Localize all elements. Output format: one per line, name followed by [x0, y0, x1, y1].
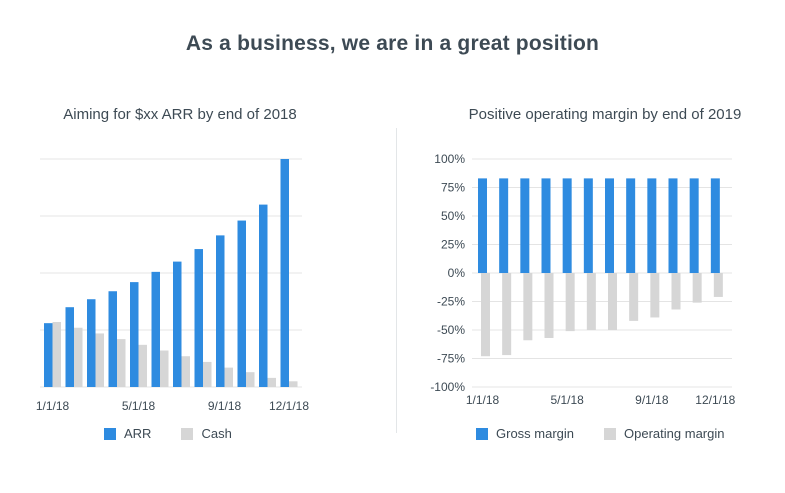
legend-swatch-operating-margin [604, 427, 617, 440]
legend-item-arr: ARR [104, 426, 151, 441]
arr-bar [151, 271, 160, 387]
x-tick-label-right: 1/1/18 [466, 393, 500, 407]
legend-swatch-arr [104, 427, 116, 440]
x-tick-label-right: 12/1/18 [695, 393, 735, 407]
arr-bar [216, 235, 225, 387]
gross-margin-bar [689, 178, 699, 273]
left-legend: ARR Cash [104, 426, 262, 441]
x-tick-label-left: 9/1/18 [208, 399, 242, 413]
arr-bar [259, 204, 268, 387]
cash-bar [138, 344, 147, 387]
cash-bar [267, 377, 276, 387]
operating-margin-bar [481, 273, 490, 357]
operating-margin-bar [608, 273, 617, 330]
legend-item-gross-margin: Gross margin [476, 426, 574, 441]
legend-item-operating-margin: Operating margin [604, 426, 724, 441]
operating-margin-bar [544, 273, 554, 338]
arr-bar [65, 307, 74, 387]
x-tick-label-right: 9/1/18 [635, 393, 669, 407]
arr-bar [173, 261, 182, 387]
right-legend: Gross margin Operating margin [476, 426, 754, 441]
operating-margin-bar [713, 273, 723, 297]
legend-label-cash: Cash [201, 426, 232, 441]
gross-margin-bar [710, 178, 720, 273]
operating-margin-bar [565, 273, 575, 332]
y-tick-label-right: -50% [437, 323, 465, 337]
chart-divider [396, 128, 397, 433]
operating-margin-bar [650, 273, 660, 318]
y-tick-label-right: 75% [441, 181, 465, 195]
legend-item-cash: Cash [181, 426, 232, 441]
gross-margin-bar [668, 178, 678, 273]
y-tick-label-right: -75% [437, 352, 465, 366]
x-tick-label-left: 1/1/18 [36, 399, 70, 413]
gross-margin-bar [520, 178, 530, 273]
arr-bar [130, 282, 139, 387]
y-tick-label-right: 0% [448, 266, 466, 280]
page-title: As a business, we are in a great positio… [185, 32, 600, 55]
x-tick-label-right: 5/1/18 [550, 393, 584, 407]
cash-bar [160, 350, 169, 387]
arr-bar [44, 323, 53, 387]
operating-margin-bar [523, 273, 533, 341]
y-tick-label-right: 50% [441, 209, 465, 223]
left-chart-title: Aiming for $xx ARR by end of 2018 [63, 106, 297, 123]
gross-margin-bar [499, 178, 509, 273]
gross-margin-bar [562, 178, 572, 273]
y-tick-label-right: 25% [441, 238, 465, 252]
gross-margin-bar [583, 178, 593, 273]
y-tick-label-right: 100% [434, 152, 465, 166]
arr-bar [237, 220, 246, 387]
operating-margin-bar [692, 273, 702, 303]
gross-margin-bar [541, 178, 551, 273]
y-tick-label-right: -100% [430, 380, 465, 394]
cash-bar [117, 339, 126, 387]
y-tick-label-right: -25% [437, 295, 465, 309]
cash-bar [181, 356, 190, 387]
gross-margin-bar [478, 178, 487, 273]
cash-bar [289, 381, 298, 387]
operating-margin-bar [671, 273, 681, 310]
operating-margin-bar [502, 273, 512, 356]
arr-bar [87, 299, 96, 387]
arr-bar [280, 159, 289, 387]
x-tick-label-left: 5/1/18 [122, 399, 156, 413]
legend-label-operating-margin: Operating margin [624, 426, 725, 441]
cash-bar [74, 327, 83, 387]
x-tick-label-left: 12/1/18 [269, 399, 309, 413]
right-chart-title: Positive operating margin by end of 2019 [468, 106, 742, 123]
operating-margin-bar [629, 273, 639, 321]
arr-bar [108, 291, 117, 387]
cash-bar [203, 361, 212, 387]
cash-bar [95, 333, 104, 387]
legend-swatch-cash [181, 427, 194, 440]
legend-swatch-gross-margin [476, 427, 488, 440]
cash-bar [52, 322, 61, 387]
arr-bar [194, 249, 203, 387]
gross-margin-bar [647, 178, 657, 273]
gross-margin-bar [605, 178, 614, 273]
legend-label-gross-margin: Gross margin [496, 426, 575, 441]
gross-margin-bar [626, 178, 636, 273]
legend-label-arr: ARR [124, 426, 152, 441]
operating-margin-bar [586, 273, 596, 330]
cash-bar [246, 372, 255, 387]
cash-bar [224, 367, 233, 387]
